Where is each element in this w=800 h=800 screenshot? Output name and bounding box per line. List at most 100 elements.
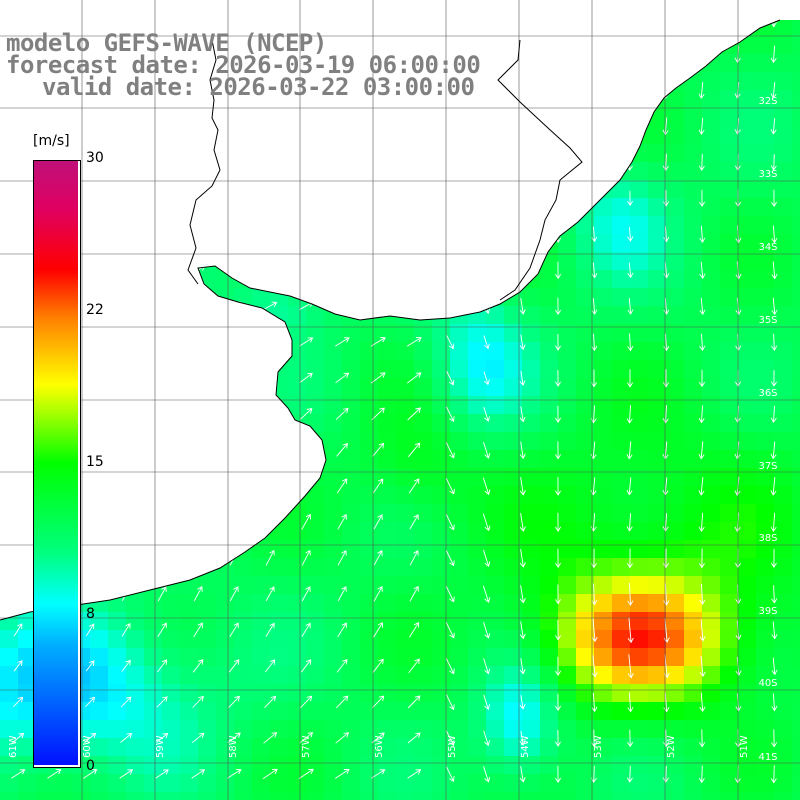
speed-cell (306, 702, 324, 720)
speed-cell (378, 702, 396, 720)
speed-cell (648, 792, 666, 800)
speed-cell (756, 162, 774, 180)
speed-cell (792, 432, 800, 450)
speed-cell (774, 252, 792, 270)
speed-cell (504, 504, 522, 522)
speed-cell (576, 540, 594, 558)
speed-cell (738, 540, 756, 558)
speed-cell (684, 144, 702, 162)
speed-cell (288, 720, 306, 738)
speed-cell (432, 756, 450, 774)
speed-cell (432, 468, 450, 486)
wind-arrow (445, 730, 455, 746)
colorbar-tick-30: 30 (86, 150, 104, 166)
speed-cell (576, 792, 594, 800)
speed-cell (720, 414, 738, 432)
wind-arrow (336, 442, 348, 457)
wind-arrow (483, 694, 491, 710)
speed-cell (414, 342, 432, 360)
speed-cell (648, 180, 666, 198)
speed-cell (774, 306, 792, 324)
wind-arrow (555, 512, 562, 532)
speed-cell (468, 558, 486, 576)
speed-cell (666, 90, 684, 108)
speed-cell (558, 252, 576, 270)
speed-cell (684, 90, 702, 108)
speed-cell (432, 684, 450, 702)
wind-arrow (626, 441, 633, 460)
speed-cell (252, 288, 270, 306)
speed-cell (594, 738, 612, 756)
speed-cell (342, 450, 360, 468)
speed-cell (594, 198, 612, 216)
speed-cell (126, 594, 144, 612)
speed-cell (288, 612, 306, 630)
speed-cell (432, 324, 450, 342)
speed-cell (468, 324, 486, 342)
speed-cell (342, 792, 360, 800)
colorbar-unit: [m/s] (33, 133, 70, 149)
speed-cell (666, 468, 684, 486)
colorbar-tick-0: 0 (86, 758, 95, 774)
speed-cell (576, 432, 594, 450)
speed-cell (540, 324, 558, 342)
speed-cell (396, 342, 414, 360)
speed-cell (594, 270, 612, 288)
speed-cell (486, 324, 504, 342)
wind-arrow (698, 369, 706, 388)
speed-cell (774, 774, 792, 792)
speed-cell (234, 630, 252, 648)
speed-cell (684, 396, 702, 414)
speed-cell (648, 288, 666, 306)
wind-arrow (406, 337, 422, 347)
speed-cell (648, 468, 666, 486)
wind-arrow (626, 477, 633, 496)
speed-cell (720, 324, 738, 342)
wind-arrow (770, 82, 777, 99)
speed-cell (432, 576, 450, 594)
speed-cell (414, 486, 432, 504)
speed-cell (396, 522, 414, 540)
speed-cell (540, 396, 558, 414)
speed-cell (648, 270, 666, 288)
wind-arrow (627, 617, 634, 644)
speed-cell (324, 738, 342, 756)
speed-cell (504, 396, 522, 414)
speed-cell (702, 198, 720, 216)
speed-cell (504, 450, 522, 468)
speed-cell (648, 774, 666, 792)
speed-cell (558, 288, 576, 306)
speed-cell (774, 216, 792, 234)
wind-arrow (83, 769, 98, 779)
speed-cell (648, 144, 666, 162)
speed-cell (378, 540, 396, 558)
speed-cell (666, 594, 684, 612)
speed-cell (270, 738, 288, 756)
speed-cell (774, 594, 792, 612)
speed-cell (720, 54, 738, 72)
speed-cell (414, 756, 432, 774)
speed-cell (126, 756, 144, 774)
speed-cell (180, 720, 198, 738)
speed-cell (288, 324, 306, 342)
speed-cell (180, 684, 198, 702)
speed-cell (666, 486, 684, 504)
speed-cell (684, 792, 702, 800)
speed-cell (756, 702, 774, 720)
speed-cell (648, 738, 666, 756)
wind-arrow (446, 371, 455, 386)
speed-cell (360, 360, 378, 378)
speed-cell (666, 522, 684, 540)
speed-cell (756, 180, 774, 198)
speed-cell (360, 594, 378, 612)
speed-cell (378, 774, 396, 792)
wind-arrow (663, 333, 670, 352)
speed-cell (414, 630, 432, 648)
speed-cell (648, 576, 666, 594)
speed-cell (468, 468, 486, 486)
speed-cell (792, 594, 800, 612)
speed-cell (486, 522, 504, 540)
speed-cell (720, 180, 738, 198)
speed-cell (378, 558, 396, 576)
